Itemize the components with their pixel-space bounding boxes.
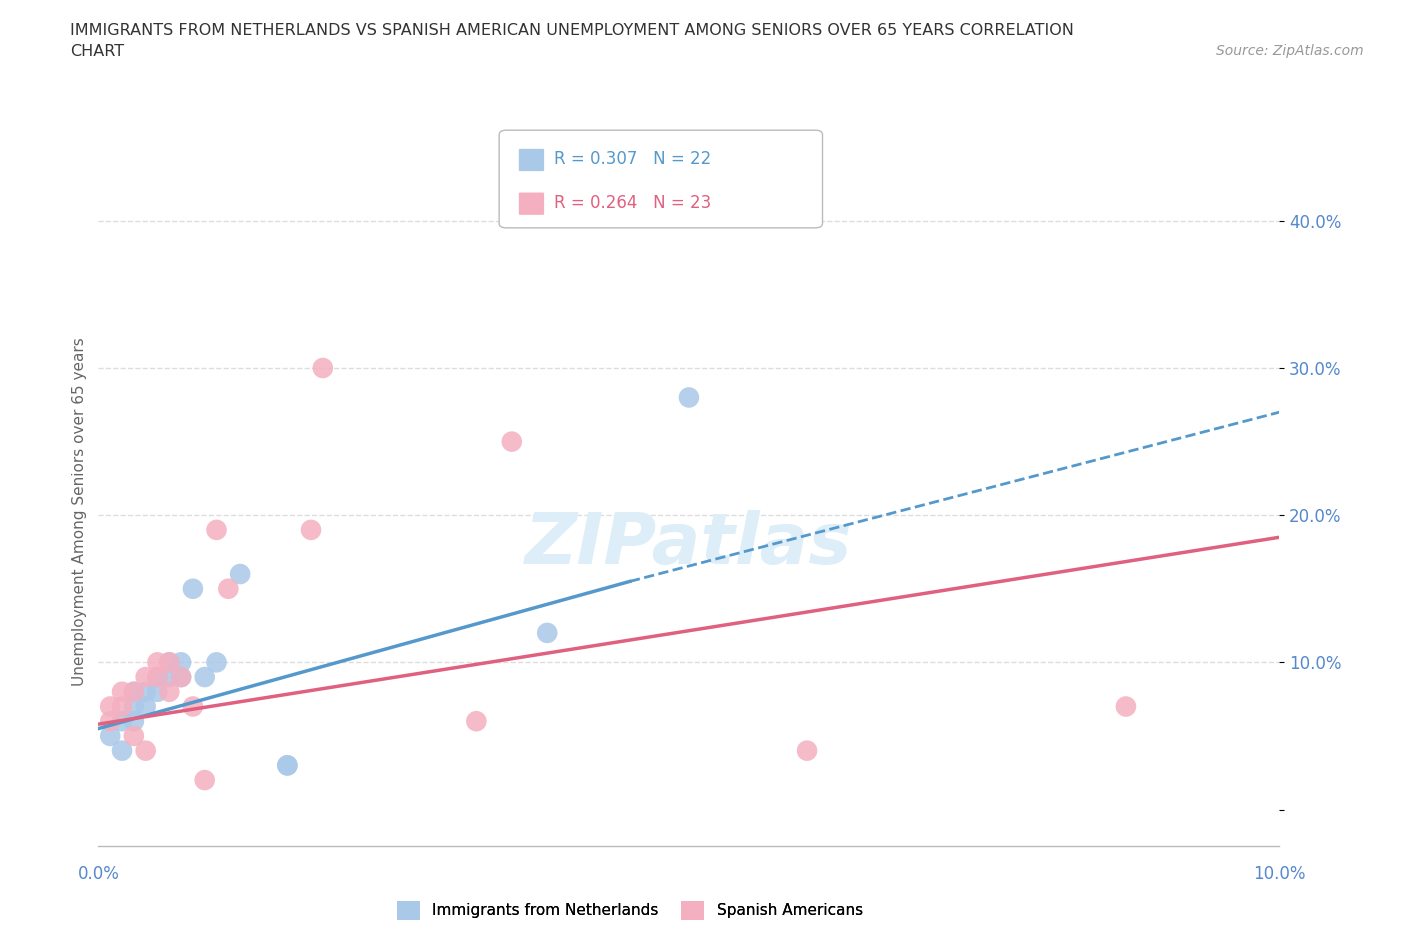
Point bbox=[796, 743, 818, 758]
Point bbox=[146, 670, 169, 684]
Point bbox=[170, 655, 193, 670]
Point bbox=[1115, 699, 1137, 714]
Point bbox=[157, 670, 180, 684]
Point bbox=[170, 670, 193, 684]
Point bbox=[205, 523, 228, 538]
Point bbox=[536, 626, 558, 641]
Text: CHART: CHART bbox=[70, 44, 124, 59]
Text: IMMIGRANTS FROM NETHERLANDS VS SPANISH AMERICAN UNEMPLOYMENT AMONG SENIORS OVER : IMMIGRANTS FROM NETHERLANDS VS SPANISH A… bbox=[70, 23, 1074, 38]
Text: R = 0.307   N = 22: R = 0.307 N = 22 bbox=[554, 150, 711, 168]
Point bbox=[98, 713, 121, 728]
Text: R = 0.264   N = 23: R = 0.264 N = 23 bbox=[554, 193, 711, 212]
Point bbox=[194, 670, 217, 684]
Point bbox=[111, 743, 134, 758]
Point bbox=[146, 670, 169, 684]
Point bbox=[157, 684, 180, 699]
Point bbox=[181, 581, 204, 596]
Point bbox=[122, 684, 145, 699]
Y-axis label: Unemployment Among Seniors over 65 years: Unemployment Among Seniors over 65 years bbox=[72, 338, 87, 686]
Point bbox=[111, 713, 134, 728]
Text: Source: ZipAtlas.com: Source: ZipAtlas.com bbox=[1216, 44, 1364, 58]
Point bbox=[157, 655, 180, 670]
Point bbox=[170, 670, 193, 684]
Point bbox=[157, 655, 180, 670]
Point bbox=[194, 773, 217, 788]
Point bbox=[299, 523, 322, 538]
Legend: Immigrants from Netherlands, Spanish Americans: Immigrants from Netherlands, Spanish Ame… bbox=[391, 895, 869, 925]
Point bbox=[122, 699, 145, 714]
Point bbox=[146, 684, 169, 699]
Point bbox=[98, 728, 121, 743]
Point bbox=[217, 581, 239, 596]
Text: ZIPatlas: ZIPatlas bbox=[526, 511, 852, 579]
Point bbox=[111, 684, 134, 699]
Point bbox=[146, 655, 169, 670]
Point bbox=[181, 699, 204, 714]
Point bbox=[135, 670, 157, 684]
Point bbox=[135, 743, 157, 758]
Point bbox=[135, 699, 157, 714]
Point bbox=[122, 684, 145, 699]
Point bbox=[465, 713, 488, 728]
Point bbox=[312, 361, 335, 376]
Point bbox=[122, 728, 145, 743]
Point bbox=[122, 713, 145, 728]
Point bbox=[205, 655, 228, 670]
Point bbox=[276, 758, 298, 773]
Text: 0.0%: 0.0% bbox=[77, 865, 120, 883]
Point bbox=[135, 684, 157, 699]
Point bbox=[98, 699, 121, 714]
Point bbox=[229, 566, 252, 581]
Point bbox=[111, 699, 134, 714]
Point bbox=[276, 758, 298, 773]
Point bbox=[678, 390, 700, 405]
Text: 10.0%: 10.0% bbox=[1253, 865, 1306, 883]
Point bbox=[501, 434, 523, 449]
